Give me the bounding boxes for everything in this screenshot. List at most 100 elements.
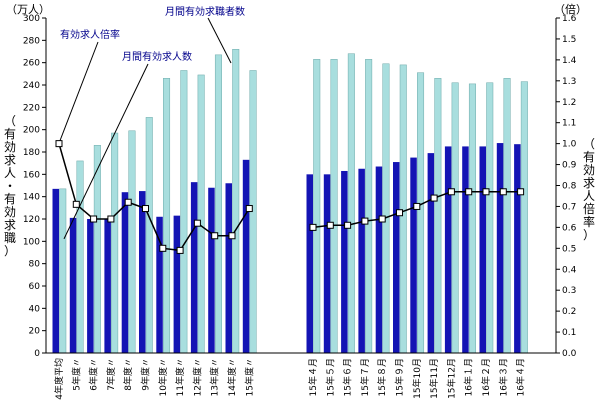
bar-seekers (330, 59, 338, 354)
ratio-point (517, 188, 525, 196)
bar-seekers (76, 160, 84, 354)
labels-layer: （万人） （倍） （有効求人・有効求職） （有効求人倍率） 月間有効求職者数有効求人倍率… (4, 2, 595, 258)
bar-seekers (180, 70, 188, 354)
bar-openings (410, 157, 417, 353)
bar-openings (306, 174, 313, 353)
right-tick-label: 0.3 (562, 286, 576, 296)
right-tick-label: 0.1 (562, 328, 576, 338)
left-tick-label: 100 (23, 237, 40, 247)
right-tick-label: 0.7 (562, 202, 576, 212)
right-tick-label: 1.5 (562, 35, 576, 45)
left-tick-label: 20 (29, 327, 41, 337)
x-tick-label: 6年度〃 (88, 358, 100, 391)
left-tick-label: 140 (23, 193, 40, 203)
ratio-point (309, 223, 317, 231)
bar-openings (139, 191, 146, 353)
ratio-point (245, 205, 253, 213)
right-tick-label: 0.8 (562, 182, 577, 192)
ratio-point (193, 219, 201, 227)
bar-seekers (503, 78, 511, 354)
left-tick-label: 260 (23, 59, 40, 69)
bar-seekers (197, 74, 205, 354)
bar-openings (375, 166, 383, 353)
left-tick-label: 80 (29, 260, 41, 270)
bar-seekers (399, 64, 407, 354)
bar-openings (52, 188, 59, 353)
ratio-point (378, 215, 386, 223)
x-tick-label: 16年３月 (497, 358, 509, 396)
bar-openings (427, 153, 435, 353)
ratio-point (499, 188, 507, 196)
bar-openings (121, 192, 129, 353)
x-tick-label: 5年度〃 (70, 358, 82, 391)
left-tick-label: 180 (23, 148, 40, 158)
bar-seekers (111, 132, 119, 354)
right-tick-label: 0.5 (562, 244, 576, 254)
bar-seekers (347, 53, 355, 354)
bar-seekers (313, 59, 321, 354)
left-axis-title: （有効求人・有効求職） (4, 114, 16, 258)
bar-seekers (214, 54, 222, 354)
x-tick-label: 15年７月 (359, 358, 371, 396)
left-tick-label: 220 (23, 103, 40, 113)
bar-openings (190, 182, 198, 353)
ratio-point (228, 232, 236, 240)
right-tick-label: 1.4 (562, 56, 577, 66)
bar-seekers (451, 82, 459, 354)
x-tick-label: 16年２月 (480, 358, 492, 396)
left-tick-label: 280 (23, 36, 40, 46)
bar-openings (104, 219, 111, 353)
right-tick-label: 1.1 (562, 119, 576, 129)
bar-seekers (128, 130, 136, 354)
openings-label: 月間有効求人数 (122, 50, 192, 63)
x-tick-label: 15年10月 (411, 358, 423, 399)
x-tick-label: 15年６月 (342, 358, 354, 396)
ratio-point (326, 221, 334, 229)
seekers-label: 月間有効求職者数 (165, 5, 245, 18)
bar-seekers (163, 78, 171, 354)
left-tick-label: 240 (23, 81, 40, 91)
ratio-point (430, 194, 438, 202)
ratio-point (344, 221, 352, 229)
left-tick-label: 200 (23, 126, 40, 136)
openings-leader-line (63, 63, 149, 240)
ratio-point (447, 188, 455, 196)
right-tick-label: 0.2 (562, 307, 576, 317)
bar-openings (496, 143, 504, 353)
bar-openings (444, 146, 452, 353)
right-tick-label: 0.0 (562, 349, 577, 359)
bar-seekers (434, 78, 442, 354)
x-tick-label: 15年５月 (324, 358, 336, 396)
bar-seekers (59, 188, 67, 354)
right-unit-label: （倍） (554, 2, 587, 16)
ratio-point (90, 215, 98, 223)
ratio-leader-line (59, 41, 99, 141)
bar-seekers (520, 81, 528, 354)
bars-layer (52, 49, 528, 354)
bar-seekers (365, 59, 373, 354)
ratio-point (55, 140, 63, 148)
axes-layer: 0 20 40 60 80 100 120 140 160 180 200 220 240 260 280 3… (23, 14, 577, 400)
x-tick-label: 16年４月 (515, 358, 527, 396)
bar-openings (208, 187, 215, 353)
bar-openings (156, 216, 163, 353)
ratio-point (107, 215, 115, 223)
bar-openings (87, 219, 94, 353)
ratio-point (211, 232, 219, 240)
ratio-label: 有効求人倍率 (60, 28, 120, 41)
x-tick-label: 7年度〃 (105, 358, 117, 391)
bar-openings (358, 168, 365, 353)
bar-openings (323, 174, 331, 353)
left-tick-label: 120 (23, 215, 40, 225)
ratio-point (176, 246, 184, 254)
x-tick-label: 15年11月 (428, 358, 440, 399)
x-tick-label: 11年度〃 (174, 358, 186, 396)
x-tick-label: 10年度〃 (157, 358, 169, 396)
right-tick-label: 0.9 (562, 161, 577, 171)
x-tick-label: 15年12月 (445, 358, 457, 399)
bar-seekers (417, 72, 425, 354)
right-axis-title: （有効求人倍率） (583, 137, 595, 242)
right-tick-label: 1.3 (562, 77, 576, 87)
